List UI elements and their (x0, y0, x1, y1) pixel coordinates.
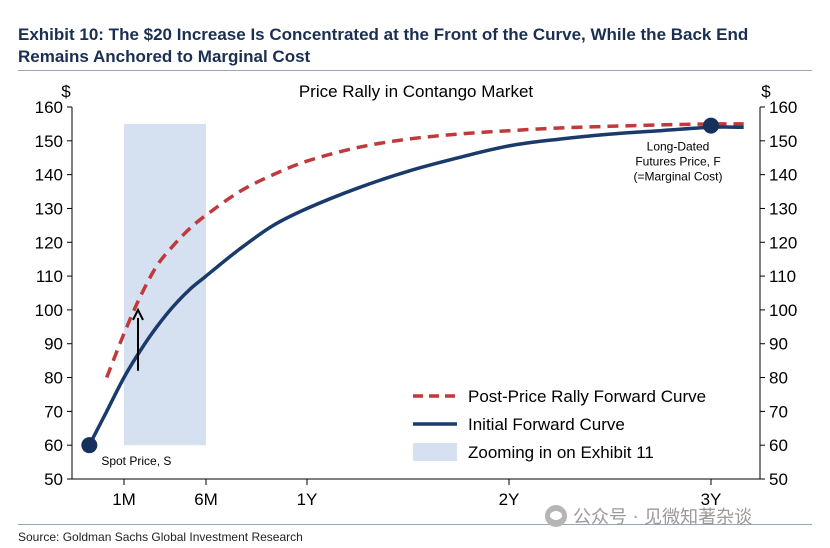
y-tick-label-right: 120 (769, 233, 797, 252)
y-tick-label-left: 80 (44, 369, 63, 388)
y-tick-label-left: 60 (44, 436, 63, 455)
y-tick-label-right: 140 (769, 166, 797, 185)
legend-zoom-swatch (413, 443, 457, 461)
y-tick-label-left: 160 (35, 98, 63, 117)
long-dated-price-label: (=Marginal Cost) (633, 170, 722, 184)
legend-zoom-label: Zooming in on Exhibit 11 (468, 443, 654, 462)
chart-title: Price Rally in Contango Market (299, 82, 534, 101)
x-tick-label: 2Y (499, 490, 520, 509)
exhibit-title: Exhibit 10: The $20 Increase Is Concentr… (18, 25, 749, 66)
post-rally-forward-curve-line (105, 122, 744, 379)
x-tick-label: 3Y (701, 490, 722, 509)
long-dated-price-label: Long-Dated (647, 140, 710, 154)
y-tick-label-right: 160 (769, 98, 797, 117)
wechat-icon (545, 505, 567, 527)
left-axis-unit: $ (61, 82, 71, 101)
legend-initial-label: Initial Forward Curve (468, 415, 625, 434)
y-tick-label-right: 130 (769, 199, 797, 218)
long-dated-price-marker (703, 117, 719, 134)
title-divider (18, 70, 812, 71)
y-tick-label-right: 50 (769, 470, 788, 489)
long-dated-price-label: Futures Price, F (635, 155, 720, 169)
y-tick-label-left: 70 (44, 402, 63, 421)
x-tick-label: 1Y (297, 490, 318, 509)
y-tick-label-right: 100 (769, 301, 797, 320)
watermark: 公众号 · 见微知著杂谈 (545, 503, 752, 529)
y-tick-label-left: 110 (36, 267, 63, 286)
y-tick-label-left: 50 (44, 470, 63, 489)
y-tick-label-left: 90 (44, 335, 63, 354)
shaded-zoom-region (124, 123, 206, 446)
spot-price-marker (81, 437, 98, 454)
y-tick-label-left: 140 (35, 166, 63, 185)
x-tick-label: 1M (112, 490, 136, 509)
watermark-text: 公众号 · 见微知著杂谈 (573, 507, 753, 528)
source-note: Source: Goldman Sachs Global Investment … (18, 530, 303, 544)
y-tick-label-right: 150 (769, 132, 797, 151)
spot-price-label: Spot Price, S (101, 454, 171, 468)
y-tick-label-left: 100 (35, 301, 63, 320)
legend-post-rally-label: Post-Price Rally Forward Curve (468, 387, 706, 406)
y-tick-label-right: 60 (769, 436, 788, 455)
right-axis-unit: $ (761, 82, 771, 101)
initial-forward-curve-line (87, 125, 744, 446)
y-tick-label-right: 70 (769, 402, 788, 421)
y-tick-label-right: 80 (769, 369, 788, 388)
y-tick-label-left: 150 (35, 132, 63, 151)
y-tick-label-left: 130 (35, 199, 63, 218)
y-tick-label-left: 120 (35, 233, 63, 252)
source-divider (18, 524, 812, 525)
rally-arrow-head (132, 307, 144, 321)
y-tick-label-right: 90 (769, 335, 788, 354)
x-tick-label: 6M (194, 490, 218, 509)
y-tick-label-right: 110 (769, 267, 796, 286)
